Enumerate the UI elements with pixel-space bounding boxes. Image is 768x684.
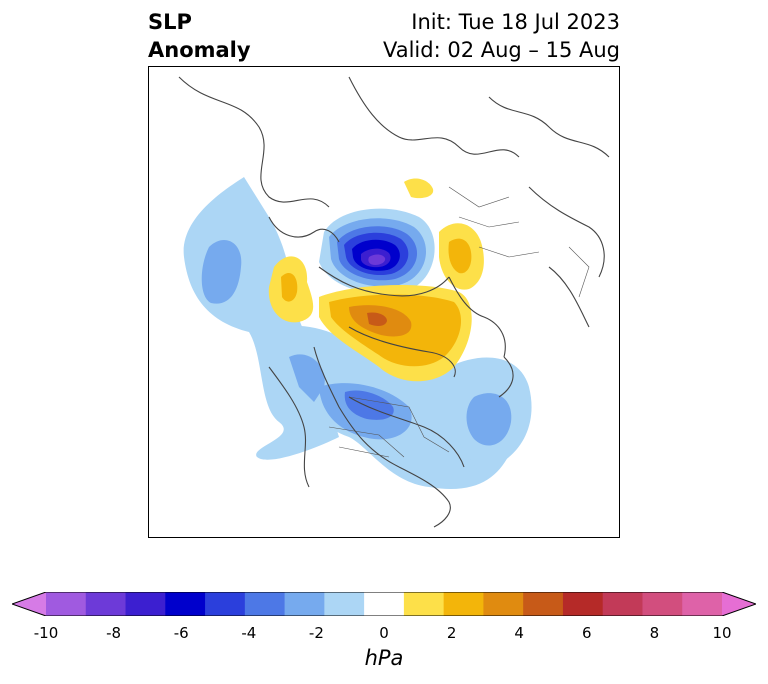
map-panel [148, 66, 620, 538]
valid-range: Valid: 02 Aug – 15 Aug [382, 38, 620, 62]
colorbar-tick-label: -2 [308, 624, 324, 642]
colorbar-tick-label: 8 [649, 624, 660, 642]
colorbar-bin [324, 592, 365, 616]
anomaly-pacific-low-2 [201, 239, 242, 304]
colorbar-bin [562, 592, 604, 616]
anomaly-scandinavia-high-2 [448, 238, 472, 274]
colorbar-bin [602, 592, 643, 616]
colorbar-tick-label: -6 [173, 624, 189, 642]
colorbar-tick-label: 6 [582, 624, 592, 642]
colorbar-extend-min [12, 592, 46, 616]
colorbar-bin [46, 592, 87, 616]
colorbar-bin [523, 592, 564, 616]
map-title: SLP Anomaly [148, 8, 251, 64]
colorbar-bin [205, 592, 246, 616]
forecast-dates: Init: Tue 18 Jul 2023 Valid: 02 Aug – 15… [383, 8, 620, 64]
anomaly-alaska-high-2 [281, 272, 298, 302]
colorbar-tick-label: 10 [712, 624, 732, 642]
colorbar [12, 592, 756, 616]
colorbar-bin [85, 592, 127, 616]
colorbar-bin [642, 592, 683, 616]
colorbar-bin [364, 592, 405, 616]
title-line-1: SLP [148, 10, 192, 34]
colorbar-bin [403, 592, 445, 616]
colorbar-tick-label: 0 [379, 624, 389, 642]
title-line-2: Anomaly [148, 38, 251, 62]
colorbar-extend-max [722, 592, 756, 616]
coastlines [178, 76, 610, 528]
colorbar-unit: hPa [364, 646, 404, 670]
anomaly-atlantic-low-2 [466, 393, 512, 446]
colorbar-bin [443, 592, 484, 616]
colorbar-bin [165, 592, 206, 616]
colorbar-bin [483, 592, 524, 616]
anomaly-siberia-high-1 [404, 178, 434, 199]
colorbar-tick-label: -8 [106, 624, 122, 642]
anomaly-pacific-low-1 [183, 177, 339, 460]
colorbar-bin [682, 592, 723, 616]
anomaly-arctic-low-7 [368, 254, 386, 265]
colorbar-bin [284, 592, 325, 616]
init-date: Init: Tue 18 Jul 2023 [411, 10, 620, 34]
colorbar-tick-label: 4 [514, 624, 524, 642]
anomaly-namerica-low-2 [289, 354, 325, 402]
anomaly-greenland-high-4 [367, 312, 387, 326]
colorbar-tick-label: 2 [446, 624, 457, 642]
borders [328, 186, 590, 458]
colorbar-tick-label: -4 [241, 624, 257, 642]
colorbar-tick-label: -10 [33, 624, 59, 642]
colorbar-bin [125, 592, 166, 616]
colorbar-bin [244, 592, 286, 616]
map-svg [178, 76, 610, 528]
